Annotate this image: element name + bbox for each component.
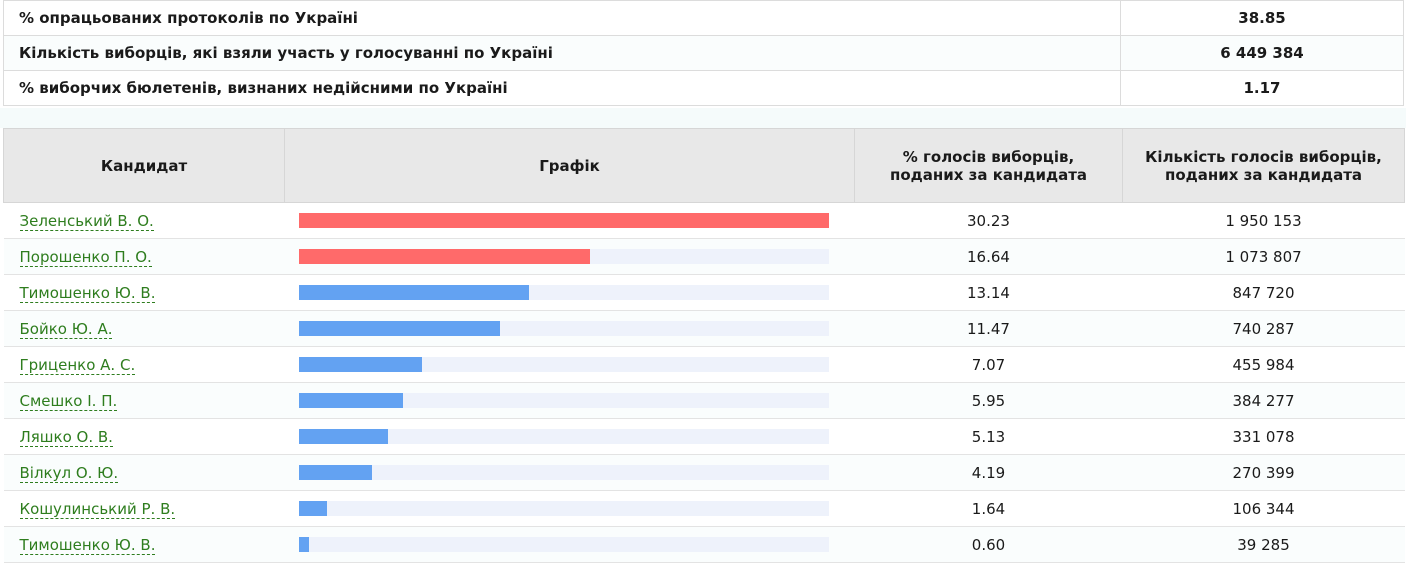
- table-row: Ляшко О. В. 5.13 331 078: [3, 418, 1405, 455]
- table-row: Вілкул О. Ю. 4.19 270 399: [3, 454, 1405, 491]
- table-row: Тимошенко Ю. В. 0.60 39 285: [3, 526, 1405, 563]
- candidate-link[interactable]: Вілкул О. Ю.: [19, 463, 119, 483]
- percent-cell: 0.60: [854, 526, 1123, 563]
- chart-cell: [284, 382, 855, 419]
- header-votes[interactable]: Кількість голосів виборців, поданих за к…: [1122, 128, 1405, 203]
- table-row: Зеленський В. О. 30.23 1 950 153: [3, 202, 1405, 239]
- summary-label: Кількість виборців, які взяли участь у г…: [3, 35, 1121, 71]
- candidate-link[interactable]: Зеленський В. О.: [19, 211, 154, 231]
- table-row: Кошулинський Р. В. 1.64 106 344: [3, 490, 1405, 527]
- summary-row: % виборчих бюлетенів, визнаних недійсним…: [3, 70, 1404, 106]
- percent-cell: 4.19: [854, 454, 1123, 491]
- votes-cell: 270 399: [1122, 454, 1405, 491]
- candidate-cell: Вілкул О. Ю.: [3, 454, 285, 491]
- section-gap: [0, 108, 1406, 128]
- candidate-cell: Смешко І. П.: [3, 382, 285, 419]
- votes-cell: 740 287: [1122, 310, 1405, 347]
- bar-fill: [298, 537, 310, 552]
- results-table: Кандидат Графік % голосів виборців, пода…: [3, 128, 1405, 563]
- votes-cell: 384 277: [1122, 382, 1405, 419]
- summary-table: % опрацьованих протоколів по Україні 38.8…: [3, 0, 1404, 106]
- bar-fill: [298, 321, 500, 336]
- candidate-cell: Бойко Ю. А.: [3, 310, 285, 347]
- summary-label: % виборчих бюлетенів, визнаних недійсним…: [3, 70, 1121, 106]
- bar-track: [298, 321, 829, 336]
- summary-value: 6 449 384: [1120, 35, 1404, 71]
- percent-cell: 16.64: [854, 238, 1123, 275]
- summary-value: 1.17: [1120, 70, 1404, 106]
- summary-row: Кількість виборців, які взяли участь у г…: [3, 35, 1404, 71]
- votes-cell: 455 984: [1122, 346, 1405, 383]
- chart-cell: [284, 526, 855, 563]
- chart-cell: [284, 454, 855, 491]
- votes-cell: 39 285: [1122, 526, 1405, 563]
- bar-fill: [298, 357, 423, 372]
- bar-fill: [298, 249, 591, 264]
- percent-cell: 11.47: [854, 310, 1123, 347]
- candidate-cell: Тимошенко Ю. В.: [3, 526, 285, 563]
- bar-track: [298, 285, 829, 300]
- chart-cell: [284, 490, 855, 527]
- bar-track: [298, 393, 829, 408]
- bar-fill: [298, 285, 529, 300]
- candidate-link[interactable]: Бойко Ю. А.: [19, 319, 113, 339]
- candidate-link[interactable]: Гриценко А. С.: [19, 355, 136, 375]
- votes-cell: 1 073 807: [1122, 238, 1405, 275]
- bar-track: [298, 213, 829, 228]
- candidate-cell: Кошулинський Р. В.: [3, 490, 285, 527]
- candidate-link[interactable]: Ляшко О. В.: [19, 427, 113, 447]
- candidate-link[interactable]: Тимошенко Ю. В.: [19, 535, 156, 555]
- candidate-cell: Гриценко А. С.: [3, 346, 285, 383]
- chart-cell: [284, 202, 855, 239]
- summary-value: 38.85: [1120, 0, 1404, 36]
- votes-cell: 106 344: [1122, 490, 1405, 527]
- votes-cell: 331 078: [1122, 418, 1405, 455]
- percent-cell: 30.23: [854, 202, 1123, 239]
- chart-cell: [284, 418, 855, 455]
- votes-cell: 1 950 153: [1122, 202, 1405, 239]
- candidate-cell: Зеленський В. О.: [3, 202, 285, 239]
- bar-track: [298, 465, 829, 480]
- header-percent[interactable]: % голосів виборців, поданих за кандидата: [854, 128, 1123, 203]
- percent-cell: 5.95: [854, 382, 1123, 419]
- table-row: Порошенко П. О. 16.64 1 073 807: [3, 238, 1405, 275]
- candidate-link[interactable]: Порошенко П. О.: [19, 247, 152, 267]
- bar-fill: [298, 393, 403, 408]
- chart-cell: [284, 274, 855, 311]
- table-row: Гриценко А. С. 7.07 455 984: [3, 346, 1405, 383]
- bar-track: [298, 249, 829, 264]
- candidate-cell: Ляшко О. В.: [3, 418, 285, 455]
- header-candidate[interactable]: Кандидат: [3, 128, 285, 203]
- bar-fill: [298, 465, 372, 480]
- chart-cell: [284, 310, 855, 347]
- header-chart: Графік: [284, 128, 855, 203]
- candidate-cell: Тимошенко Ю. В.: [3, 274, 285, 311]
- bar-track: [298, 429, 829, 444]
- percent-cell: 7.07: [854, 346, 1123, 383]
- summary-label: % опрацьованих протоколів по Україні: [3, 0, 1121, 36]
- percent-cell: 1.64: [854, 490, 1123, 527]
- percent-cell: 5.13: [854, 418, 1123, 455]
- table-row: Бойко Ю. А. 11.47 740 287: [3, 310, 1405, 347]
- candidate-link[interactable]: Смешко І. П.: [19, 391, 118, 411]
- bar-track: [298, 357, 829, 372]
- bar-track: [298, 537, 829, 552]
- chart-cell: [284, 346, 855, 383]
- percent-cell: 13.14: [854, 274, 1123, 311]
- bar-fill: [298, 501, 328, 516]
- bar-fill: [298, 429, 389, 444]
- bar-track: [298, 501, 829, 516]
- candidate-link[interactable]: Кошулинський Р. В.: [19, 499, 176, 519]
- table-row: Смешко І. П. 5.95 384 277: [3, 382, 1405, 419]
- candidate-cell: Порошенко П. О.: [3, 238, 285, 275]
- table-row: Тимошенко Ю. В. 13.14 847 720: [3, 274, 1405, 311]
- chart-cell: [284, 238, 855, 275]
- results-header-row: Кандидат Графік % голосів виборців, пода…: [3, 128, 1405, 203]
- candidate-link[interactable]: Тимошенко Ю. В.: [19, 283, 156, 303]
- summary-row: % опрацьованих протоколів по Україні 38.8…: [3, 0, 1404, 36]
- votes-cell: 847 720: [1122, 274, 1405, 311]
- bar-fill: [298, 213, 829, 228]
